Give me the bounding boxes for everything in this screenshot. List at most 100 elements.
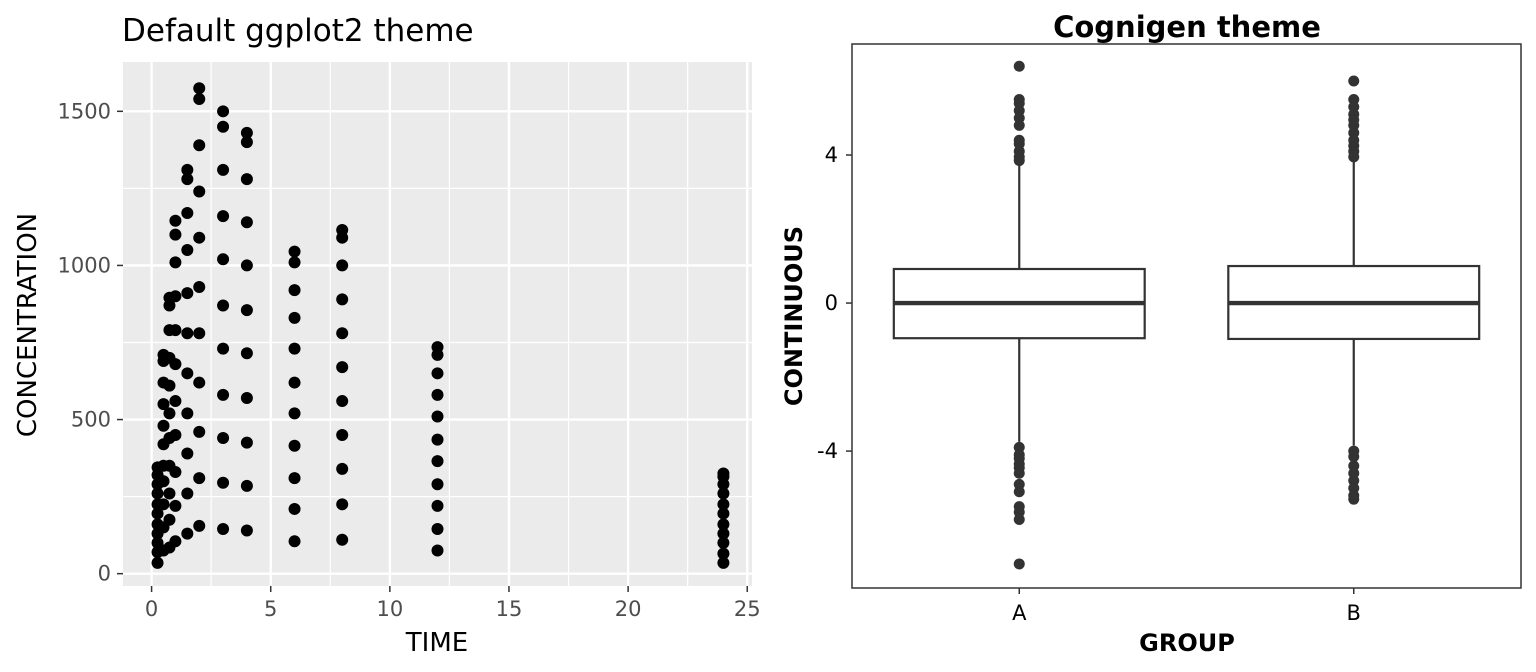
data-point <box>193 281 206 294</box>
data-point <box>193 425 206 438</box>
data-point <box>163 487 176 500</box>
data-point <box>288 502 301 515</box>
data-point <box>288 439 301 452</box>
data-point <box>217 210 230 223</box>
right-x-axis-title: GROUP <box>1139 629 1235 657</box>
data-point <box>288 284 301 297</box>
data-point <box>240 479 253 492</box>
y-tick-label: 500 <box>71 408 111 432</box>
data-point <box>181 163 194 176</box>
data-point <box>431 433 444 446</box>
x-tick-label: 10 <box>376 597 403 621</box>
data-point <box>157 419 170 432</box>
data-point <box>169 358 182 371</box>
data-point <box>181 207 194 220</box>
right-y-axis-title: CONTINUOUS <box>780 226 808 406</box>
data-point <box>181 287 194 300</box>
right-chart-title: Cognigen theme <box>1053 10 1321 44</box>
data-point <box>717 507 730 520</box>
data-point <box>431 499 444 512</box>
data-point <box>431 544 444 557</box>
data-point <box>717 547 730 560</box>
data-point <box>288 245 301 258</box>
outlier-point <box>1013 467 1025 479</box>
data-point <box>288 535 301 548</box>
data-point <box>240 391 253 404</box>
outlier-point <box>1013 558 1025 570</box>
data-point <box>157 398 170 411</box>
data-point <box>217 342 230 355</box>
data-point <box>336 223 349 236</box>
data-point <box>240 126 253 139</box>
data-point <box>240 524 253 537</box>
y-tick-label: 1500 <box>58 99 111 123</box>
data-point <box>240 304 253 317</box>
data-point <box>151 556 164 569</box>
data-point <box>181 447 194 460</box>
x-tick-label: 20 <box>615 597 642 621</box>
data-point <box>217 163 230 176</box>
data-point <box>169 256 182 269</box>
data-point <box>431 455 444 468</box>
outlier-point <box>1013 155 1025 167</box>
data-point <box>193 519 206 532</box>
data-point <box>288 407 301 420</box>
data-point <box>181 487 194 500</box>
data-point <box>217 299 230 312</box>
y-tick-label: 0 <box>825 291 838 315</box>
data-point <box>717 487 730 500</box>
data-point <box>193 327 206 340</box>
x-tick-label: B <box>1347 601 1361 625</box>
left-y-axis-title: CONCENTRATION <box>13 213 43 437</box>
data-point <box>169 535 182 548</box>
data-point <box>431 341 444 354</box>
data-point <box>163 407 176 420</box>
data-point <box>240 259 253 272</box>
data-point <box>288 311 301 324</box>
data-point <box>181 527 194 540</box>
y-tick-label: 1000 <box>58 253 111 277</box>
data-point <box>431 522 444 535</box>
right-plot: Cognigen theme A B -4 0 4 GROUP CONTINUOUS <box>780 10 1522 657</box>
data-point <box>169 324 182 337</box>
data-point <box>336 259 349 272</box>
data-point <box>217 253 230 266</box>
data-point <box>193 231 206 244</box>
data-point <box>336 293 349 306</box>
data-point <box>193 92 206 105</box>
left-plot-panel <box>123 62 752 586</box>
x-tick-label: A <box>1012 601 1027 625</box>
data-point <box>336 327 349 340</box>
data-point <box>217 432 230 445</box>
data-point <box>169 499 182 512</box>
data-point <box>169 465 182 478</box>
data-point <box>717 467 730 480</box>
outlier-point <box>1013 486 1025 498</box>
data-point <box>181 173 194 186</box>
left-plot: Default ggplot2 theme 0 5 10 15 20 25 0 500 1000… <box>13 13 761 658</box>
data-point <box>288 472 301 485</box>
data-point <box>217 522 230 535</box>
data-point <box>181 244 194 257</box>
data-point <box>288 376 301 389</box>
data-point <box>193 376 206 389</box>
data-point <box>717 536 730 549</box>
data-point <box>157 475 170 488</box>
data-point <box>240 136 253 149</box>
data-point <box>717 556 730 569</box>
data-point <box>163 379 176 392</box>
data-point <box>151 507 164 520</box>
data-point <box>193 472 206 485</box>
data-point <box>240 173 253 186</box>
left-data-points <box>151 82 730 569</box>
data-point <box>169 228 182 241</box>
data-point <box>717 518 730 531</box>
y-tick-label: -4 <box>817 439 838 463</box>
data-point <box>217 388 230 401</box>
x-tick-label: 5 <box>264 597 277 621</box>
x-tick-label: 15 <box>496 597 523 621</box>
data-point <box>431 388 444 401</box>
data-point <box>193 185 206 198</box>
